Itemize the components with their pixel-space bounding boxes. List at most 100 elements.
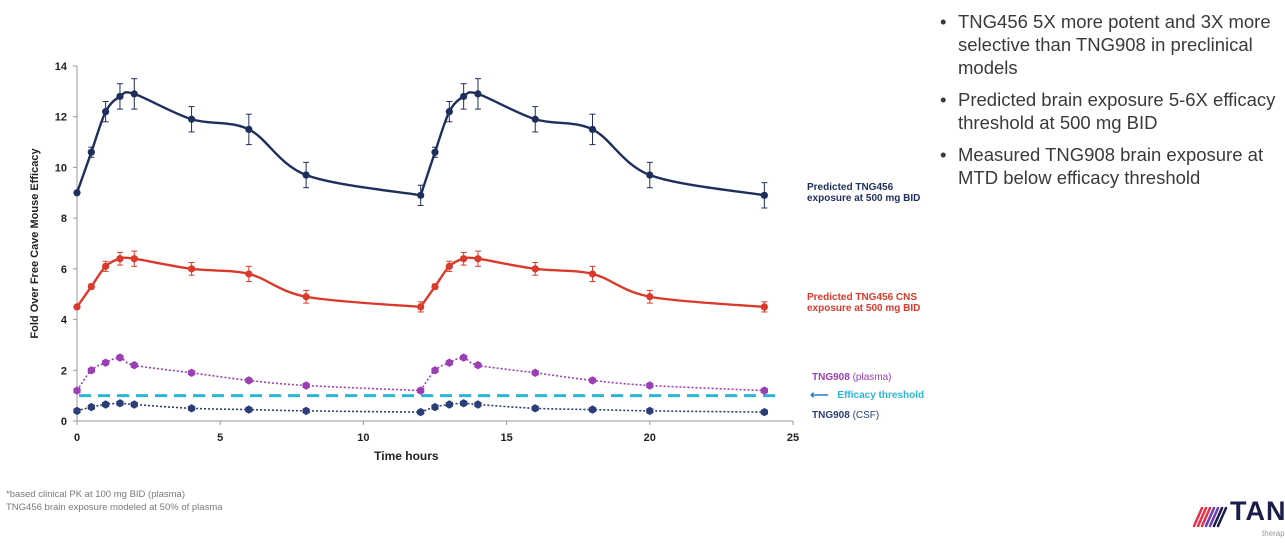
logo-stripe [1204, 506, 1216, 528]
data-point [431, 402, 439, 412]
company-logo [1188, 496, 1285, 543]
data-point [460, 92, 468, 101]
data-point [116, 92, 124, 101]
data-point [646, 171, 654, 179]
data-point [531, 404, 539, 413]
y-tick-label: 14 [55, 61, 68, 73]
x-axis-label: Time hours [374, 449, 439, 463]
data-point [474, 400, 482, 409]
data-point [102, 108, 110, 116]
data-point [302, 381, 310, 390]
annotation-threshold-text: Efficacy threshold [837, 390, 925, 401]
data-point [460, 255, 468, 263]
data-point [445, 262, 453, 270]
x-tick-label: 0 [74, 432, 80, 444]
data-point [646, 406, 654, 416]
logo-stripe [1212, 506, 1224, 528]
series-group [73, 399, 768, 417]
annotation-csf-name: TNG908 [812, 410, 850, 421]
footnote-line-2: TNG456 brain exposure modeled at 50% of … [6, 502, 223, 513]
logo-stripe [1196, 506, 1208, 528]
data-point [417, 303, 425, 311]
x-tick-label: 5 [217, 432, 223, 444]
y-tick-label: 6 [61, 264, 67, 276]
bullet-item: • Measured TNG908 brain exposure at MTD b… [938, 143, 1283, 189]
logo-stripe [1216, 506, 1228, 528]
data-point [116, 255, 124, 263]
data-point [531, 265, 539, 273]
y-tick-label: 4 [61, 315, 68, 327]
data-point [130, 400, 138, 409]
data-point [102, 262, 110, 270]
y-tick-label: 8 [61, 213, 67, 225]
data-point [187, 404, 196, 413]
logo-mark-icon [1192, 506, 1228, 528]
data-point [588, 376, 597, 385]
bullet-text: TNG456 5X more potent and 3X more select… [958, 11, 1271, 78]
y-tick-label: 10 [55, 162, 67, 174]
footnote-line-1: *based clinical PK at 100 mg BID (plasma… [6, 489, 185, 500]
bullet-item: • Predicted brain exposure 5-6X efficacy … [938, 88, 1283, 134]
x-tick-label: 15 [500, 432, 512, 444]
data-point [460, 353, 468, 362]
data-point [531, 115, 539, 123]
bullet-text: Predicted brain exposure 5-6X efficacy t… [958, 89, 1276, 133]
data-point [588, 270, 597, 278]
data-point [474, 90, 482, 98]
data-point [87, 283, 95, 291]
data-point [445, 400, 453, 409]
bullet-text: Measured TNG908 brain exposure at MTD be… [958, 144, 1264, 188]
data-point [646, 381, 654, 390]
y-tick-label: 12 [55, 112, 67, 124]
data-point [460, 399, 468, 408]
data-point [187, 265, 196, 273]
data-point [87, 366, 95, 375]
series-group [73, 250, 768, 313]
data-point [588, 405, 597, 414]
data-point [73, 303, 81, 311]
logo-stripe [1200, 506, 1212, 528]
data-point [646, 293, 654, 301]
data-point [130, 361, 138, 370]
series-line [76, 356, 421, 392]
data-point [187, 115, 196, 123]
series-line [76, 256, 421, 309]
data-point [760, 407, 768, 417]
data-point [116, 399, 124, 408]
data-point [588, 125, 597, 133]
data-point [245, 376, 253, 385]
chart-axes [76, 66, 793, 422]
data-point [431, 366, 439, 375]
annotation-plasma-suffix: (plasma) [849, 372, 892, 383]
data-point [130, 90, 138, 98]
y-tick-label: 0 [61, 416, 67, 428]
data-point [417, 386, 425, 395]
logo-stripe [1208, 506, 1220, 528]
data-point [73, 189, 81, 197]
data-point [302, 406, 310, 416]
series-line [419, 256, 765, 309]
annotation-csf: TNG908 (CSF) [812, 410, 879, 421]
series-group [73, 78, 768, 209]
data-point [417, 191, 425, 199]
data-point [431, 283, 439, 291]
bullet-dot: • [940, 144, 947, 165]
data-point [245, 125, 253, 133]
data-point [417, 407, 425, 417]
data-point [302, 293, 310, 301]
series-line [420, 356, 765, 392]
annotation-csf-suffix: (CSF) [849, 410, 880, 421]
logo-stripe [1192, 506, 1204, 528]
x-tick-label: 20 [644, 432, 656, 444]
footnote: *based clinical PK at 100 mg BID (plasma… [6, 488, 223, 514]
data-point [474, 361, 482, 370]
data-point [187, 368, 196, 377]
annotation-plasma-name: TNG908 [812, 372, 850, 383]
bullet-item: • TNG456 5X more potent and 3X more selec… [938, 10, 1283, 79]
data-point [760, 386, 768, 395]
data-point [431, 148, 439, 156]
annotation-plasma: TNG908 (plasma) [812, 372, 891, 383]
data-point [445, 358, 453, 367]
data-point [102, 358, 110, 367]
data-point [87, 148, 95, 156]
